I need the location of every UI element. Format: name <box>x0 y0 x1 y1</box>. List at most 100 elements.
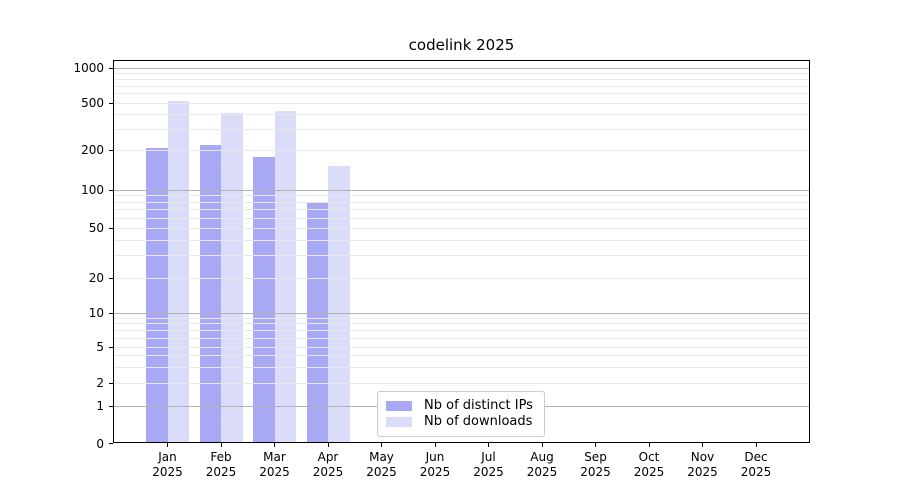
gridline-minor-7 <box>114 329 809 331</box>
gridline-minor-700 <box>114 85 809 87</box>
y-tick-500 <box>109 102 113 104</box>
x-tick-jun <box>434 443 436 447</box>
x-tick-oct <box>648 443 650 447</box>
x-tick-label-month: Jul <box>481 450 496 464</box>
y-tick-label-50: 50 <box>88 221 104 235</box>
y-tick-label-10: 10 <box>88 306 104 320</box>
x-tick-label-month: Jan <box>158 450 177 464</box>
plot-area <box>113 60 810 443</box>
y-tick-1000 <box>109 67 113 69</box>
gridline-minor-8 <box>114 323 809 325</box>
x-tick-label-month: Jun <box>425 450 445 464</box>
gridline-major-1000 <box>114 67 809 69</box>
y-tick-50 <box>109 227 113 229</box>
y-tick-0 <box>109 443 113 444</box>
y-tick-label-1: 1 <box>96 399 104 413</box>
gridline-minor-6 <box>114 337 809 339</box>
x-tick-label-month: Sep <box>584 450 607 464</box>
gridline-minor-50 <box>114 227 809 229</box>
x-tick-label-year: 2025 <box>633 465 665 479</box>
x-tick-label-year: 2025 <box>526 465 558 479</box>
x-tick-nov <box>702 443 703 447</box>
y-tick-10 <box>109 312 113 314</box>
x-tick-label-month: May <box>369 450 394 464</box>
y-tick-200 <box>109 149 113 151</box>
x-tick-label-jun: Jun 2025 <box>405 450 465 480</box>
gridline-minor-9 <box>114 317 809 319</box>
x-tick-label-aug: Aug 2025 <box>512 450 572 480</box>
bar-distinct-ips-feb <box>199 144 221 442</box>
x-tick-mar <box>274 443 275 447</box>
y-tick-label-1000: 1000 <box>73 61 104 75</box>
x-tick-feb <box>220 443 222 447</box>
y-tick-1 <box>109 405 113 407</box>
y-tick-label-100: 100 <box>81 183 104 197</box>
x-tick-sep <box>595 443 596 447</box>
gridline-minor-80 <box>114 201 809 203</box>
gridline-minor-90 <box>114 195 809 197</box>
x-tick-label-year: 2025 <box>740 465 772 479</box>
x-tick-aug <box>541 443 543 447</box>
legend-label-distinct-ips: Nb of distinct IPs <box>424 398 533 413</box>
y-tick-label-5: 5 <box>96 340 104 354</box>
bar-distinct-ips-jan <box>146 148 168 442</box>
gridline-major-100 <box>114 189 809 191</box>
x-tick-label-year: 2025 <box>152 465 183 479</box>
x-tick-label-apr: Apr 2025 <box>298 450 358 480</box>
gridline-minor-70 <box>114 209 809 211</box>
legend: Nb of distinct IPs Nb of downloads <box>377 391 545 437</box>
x-tick-label-jul: Jul 2025 <box>459 450 519 480</box>
x-tick-label-nov: Nov 2025 <box>673 450 733 480</box>
gridline-minor-40 <box>114 239 809 241</box>
x-tick-label-year: 2025 <box>580 465 611 479</box>
bar-distinct-ips-mar <box>253 157 275 442</box>
legend-label-downloads: Nb of downloads <box>424 414 533 429</box>
gridline-minor-200 <box>114 149 809 151</box>
x-tick-label-mar: Mar 2025 <box>245 450 305 480</box>
x-tick-label-year: 2025 <box>259 465 290 479</box>
y-tick-20 <box>109 277 113 279</box>
gridline-minor-60 <box>114 217 809 219</box>
y-tick-2 <box>109 382 113 384</box>
bar-downloads-feb <box>221 112 243 442</box>
x-tick-label-year: 2025 <box>205 465 237 479</box>
gridline-minor-4 <box>114 355 809 357</box>
bar-downloads-mar <box>274 110 296 442</box>
x-tick-jan <box>167 443 168 447</box>
y-tick-label-20: 20 <box>88 271 104 285</box>
x-tick-label-month: Mar <box>263 450 286 464</box>
x-tick-label-jan: Jan 2025 <box>138 450 198 480</box>
gridline-minor-900 <box>114 72 809 74</box>
x-tick-label-sep: Sep 2025 <box>566 450 626 480</box>
x-tick-label-oct: Oct 2025 <box>619 450 679 480</box>
y-tick-label-2: 2 <box>96 376 104 390</box>
legend-swatch-downloads-icon <box>386 417 412 427</box>
x-tick-label-year: 2025 <box>312 465 344 479</box>
x-tick-label-month: Nov <box>690 450 715 464</box>
gridline-minor-5 <box>114 346 809 348</box>
gridline-minor-2 <box>114 382 809 384</box>
chart-title: codelink 2025 <box>408 36 515 54</box>
y-tick-label-200: 200 <box>81 143 104 157</box>
legend-item-distinct-ips: Nb of distinct IPs <box>386 398 536 414</box>
legend-swatch-distinct-ips-icon <box>386 401 412 411</box>
bar-downloads-apr <box>328 166 350 442</box>
x-tick-label-month: Apr <box>317 450 339 464</box>
gridline-minor-400 <box>114 113 809 115</box>
x-tick-jul <box>488 443 489 447</box>
x-tick-label-year: 2025 <box>419 465 451 479</box>
x-tick-label-month: Oct <box>638 450 660 464</box>
x-tick-label-year: 2025 <box>366 465 397 479</box>
y-tick-100 <box>109 189 113 191</box>
x-tick-label-feb: Feb 2025 <box>191 450 251 480</box>
x-tick-label-dec: Dec 2025 <box>726 450 786 480</box>
x-tick-label-year: 2025 <box>687 465 718 479</box>
bar-downloads-jan <box>167 100 189 442</box>
x-tick-label-may: May 2025 <box>352 450 412 480</box>
gridline-minor-30 <box>114 255 809 257</box>
y-tick-label-0: 0 <box>96 436 104 451</box>
legend-item-downloads: Nb of downloads <box>386 414 536 430</box>
x-tick-label-year: 2025 <box>473 465 504 479</box>
gridline-minor-300 <box>114 128 809 130</box>
